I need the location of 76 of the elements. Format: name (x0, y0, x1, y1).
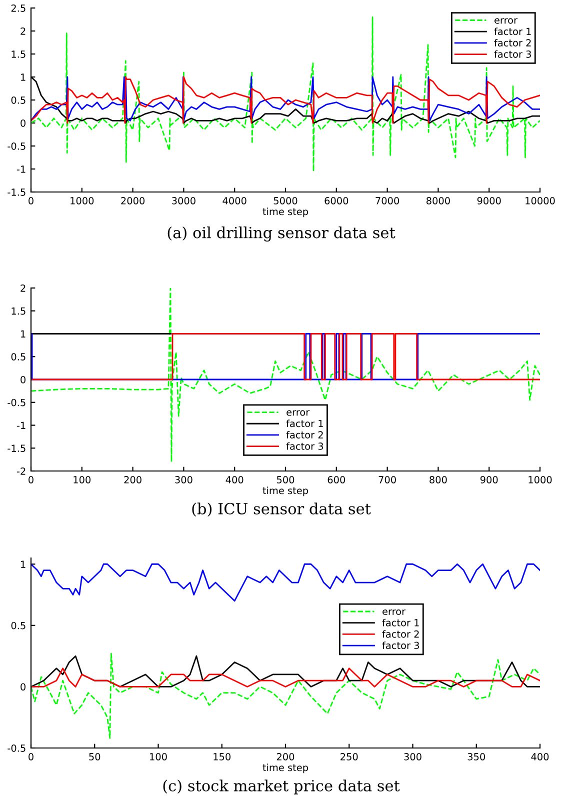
x-tick-label: 900 (480, 476, 498, 484)
x-axis-title: time step (262, 208, 308, 218)
x-tick-label: 2000 (121, 197, 145, 204)
line-series (31, 668, 540, 688)
x-tick-label: 600 (328, 476, 346, 484)
y-tick-label: -2 (16, 467, 26, 475)
x-tick-label: 300 (404, 753, 422, 760)
y-tick-label: 1 (21, 330, 26, 338)
y-tick-label: 0 (20, 683, 26, 691)
line-series (31, 16, 540, 172)
legend-label: factor 3 (494, 50, 531, 58)
x-tick-label: 300 (175, 476, 192, 484)
x-tick-label: 400 (226, 476, 244, 484)
x-tick-label: 6000 (324, 197, 348, 204)
y-tick-label: 2 (20, 284, 26, 292)
y-tick-label: -0.5 (8, 398, 26, 406)
y-tick-label: 1.5 (12, 307, 26, 315)
x-tick-label: 0 (28, 476, 34, 484)
x-tick-label: 0 (28, 753, 34, 760)
x-tick-label: 10000 (526, 197, 555, 204)
y-tick-label: 1.5 (12, 50, 26, 58)
legend-label: factor 2 (286, 430, 323, 439)
legend-label: error (286, 410, 310, 416)
text: (a) oil drilling sensor data set (168, 226, 396, 242)
x-tick-label: 800 (430, 476, 447, 484)
y-tick-label: 1 (21, 560, 26, 568)
legend-label: factor 3 (382, 642, 419, 650)
line-series (31, 652, 540, 739)
y-tick-label: 1 (21, 74, 26, 81)
x-tick-label: 400 (531, 753, 549, 760)
legend-label: factor 2 (382, 630, 419, 638)
x-tick-label: 1000 (70, 197, 94, 204)
x-tick-label: 3000 (172, 197, 196, 204)
y-tick-label: -1 (16, 166, 26, 173)
x-tick-label: 100 (150, 753, 167, 760)
legend-label: factor 1 (286, 420, 323, 428)
legend-label: factor 3 (286, 442, 324, 450)
x-tick-label: 8000 (426, 197, 450, 204)
legend-label: error (494, 18, 518, 24)
line-series (31, 288, 540, 463)
x-tick-label: 50 (89, 753, 100, 760)
legend-label: factor 1 (494, 28, 531, 36)
x-tick-label: 4000 (222, 197, 246, 204)
legend-label: factor 2 (494, 38, 531, 46)
x-axis-title: time step (262, 764, 308, 774)
y-tick-label: 2.5 (11, 4, 26, 12)
y-tick-label: -1 (16, 422, 26, 429)
x-tick-label: 9000 (477, 197, 501, 204)
x-tick-label: 350 (468, 753, 486, 760)
y-tick-label: -0.5 (8, 142, 26, 150)
text: (b) ICU sensor data set (192, 502, 371, 517)
x-tick-label: 150 (214, 753, 231, 760)
x-tick-label: 0 (28, 197, 34, 204)
x-tick-label: 200 (276, 753, 294, 760)
x-tick-label: 250 (340, 753, 358, 760)
x-tick-label: 1000 (528, 476, 552, 484)
x-tick-label: 200 (124, 476, 142, 484)
y-tick-label: 0.5 (11, 622, 26, 630)
x-tick-label: 100 (74, 476, 91, 484)
legend-label: error (382, 609, 406, 616)
y-tick-label: 0.5 (11, 353, 26, 360)
y-tick-label: 0 (20, 376, 26, 384)
x-tick-label: 7000 (376, 197, 400, 204)
y-tick-label: -1.5 (8, 188, 26, 196)
y-tick-label: 2 (20, 27, 26, 35)
y-tick-label: 0.5 (11, 96, 26, 104)
x-tick-label: 5000 (274, 197, 298, 204)
text: (c) stock market price data set (163, 780, 400, 794)
line-series (31, 563, 540, 602)
x-tick-label: 700 (378, 476, 396, 484)
y-tick-label: -1.5 (8, 444, 26, 452)
x-axis-title: time step (262, 486, 308, 496)
y-tick-label: 0 (20, 119, 26, 127)
x-tick-label: 500 (276, 476, 294, 484)
legend-label: factor 1 (382, 618, 419, 626)
y-tick-label: -0.5 (8, 744, 26, 752)
